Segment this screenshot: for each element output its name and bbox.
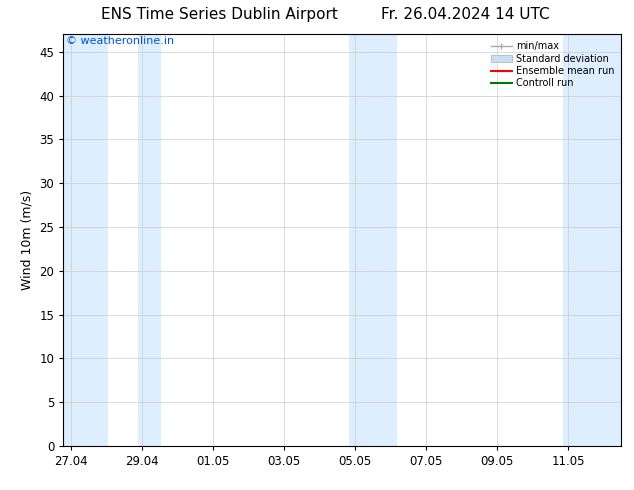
Bar [138, 34, 161, 446]
Legend: min/max, Standard deviation, Ensemble mean run, Controll run: min/max, Standard deviation, Ensemble me… [489, 39, 616, 90]
Bar [563, 34, 621, 446]
Text: ENS Time Series Dublin Airport: ENS Time Series Dublin Airport [101, 7, 338, 22]
Text: Fr. 26.04.2024 14 UTC: Fr. 26.04.2024 14 UTC [381, 7, 550, 22]
Y-axis label: Wind 10m (m/s): Wind 10m (m/s) [21, 190, 34, 290]
Bar [63, 34, 108, 446]
Bar [349, 34, 398, 446]
Text: © weatheronline.in: © weatheronline.in [66, 36, 174, 47]
